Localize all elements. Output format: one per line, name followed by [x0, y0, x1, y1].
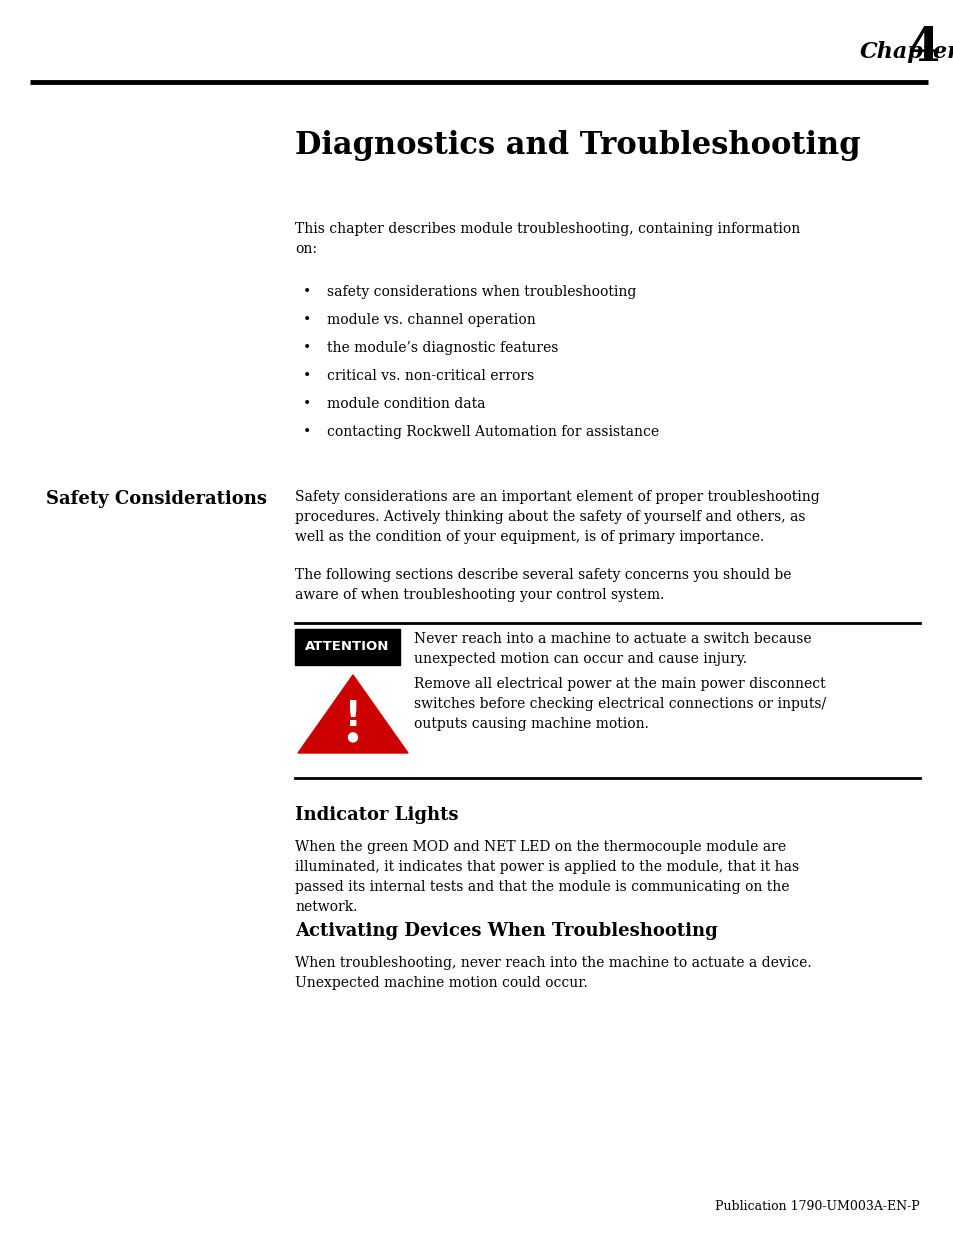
Text: •: • [302, 341, 311, 354]
Text: !: ! [344, 699, 361, 732]
Text: When troubleshooting, never reach into the machine to actuate a device.
Unexpect: When troubleshooting, never reach into t… [294, 956, 811, 990]
Text: Safety considerations are an important element of proper troubleshooting
procedu: Safety considerations are an important e… [294, 490, 819, 545]
Text: module condition data: module condition data [327, 396, 485, 411]
Text: 4: 4 [906, 25, 939, 70]
Text: •: • [302, 312, 311, 327]
Text: This chapter describes module troubleshooting, containing information
on:: This chapter describes module troublesho… [294, 222, 800, 256]
Text: Diagnostics and Troubleshooting: Diagnostics and Troubleshooting [294, 130, 860, 161]
Polygon shape [297, 676, 408, 753]
Text: module vs. channel operation: module vs. channel operation [327, 312, 536, 327]
Text: Chapter: Chapter [859, 41, 953, 63]
FancyBboxPatch shape [294, 629, 399, 664]
Text: Indicator Lights: Indicator Lights [294, 806, 458, 824]
Text: •: • [302, 396, 311, 411]
Text: •: • [302, 369, 311, 383]
Text: •: • [302, 425, 311, 438]
Text: When the green MOD and NET LED on the thermocouple module are
illuminated, it in: When the green MOD and NET LED on the th… [294, 840, 799, 914]
Text: safety considerations when troubleshooting: safety considerations when troubleshooti… [327, 285, 636, 299]
Circle shape [348, 732, 357, 742]
Text: Publication 1790-UM003A-EN-P: Publication 1790-UM003A-EN-P [715, 1200, 919, 1213]
Text: Remove all electrical power at the main power disconnect
switches before checkin: Remove all electrical power at the main … [414, 677, 825, 731]
Text: The following sections describe several safety concerns you should be
aware of w: The following sections describe several … [294, 568, 791, 601]
Text: contacting Rockwell Automation for assistance: contacting Rockwell Automation for assis… [327, 425, 659, 438]
Text: Activating Devices When Troubleshooting: Activating Devices When Troubleshooting [294, 923, 717, 940]
Text: Safety Considerations: Safety Considerations [46, 490, 267, 508]
Text: the module’s diagnostic features: the module’s diagnostic features [327, 341, 558, 354]
Text: ATTENTION: ATTENTION [305, 641, 389, 653]
Text: Never reach into a machine to actuate a switch because
unexpected motion can occ: Never reach into a machine to actuate a … [414, 632, 811, 666]
Text: •: • [302, 285, 311, 299]
Text: critical vs. non-critical errors: critical vs. non-critical errors [327, 369, 534, 383]
